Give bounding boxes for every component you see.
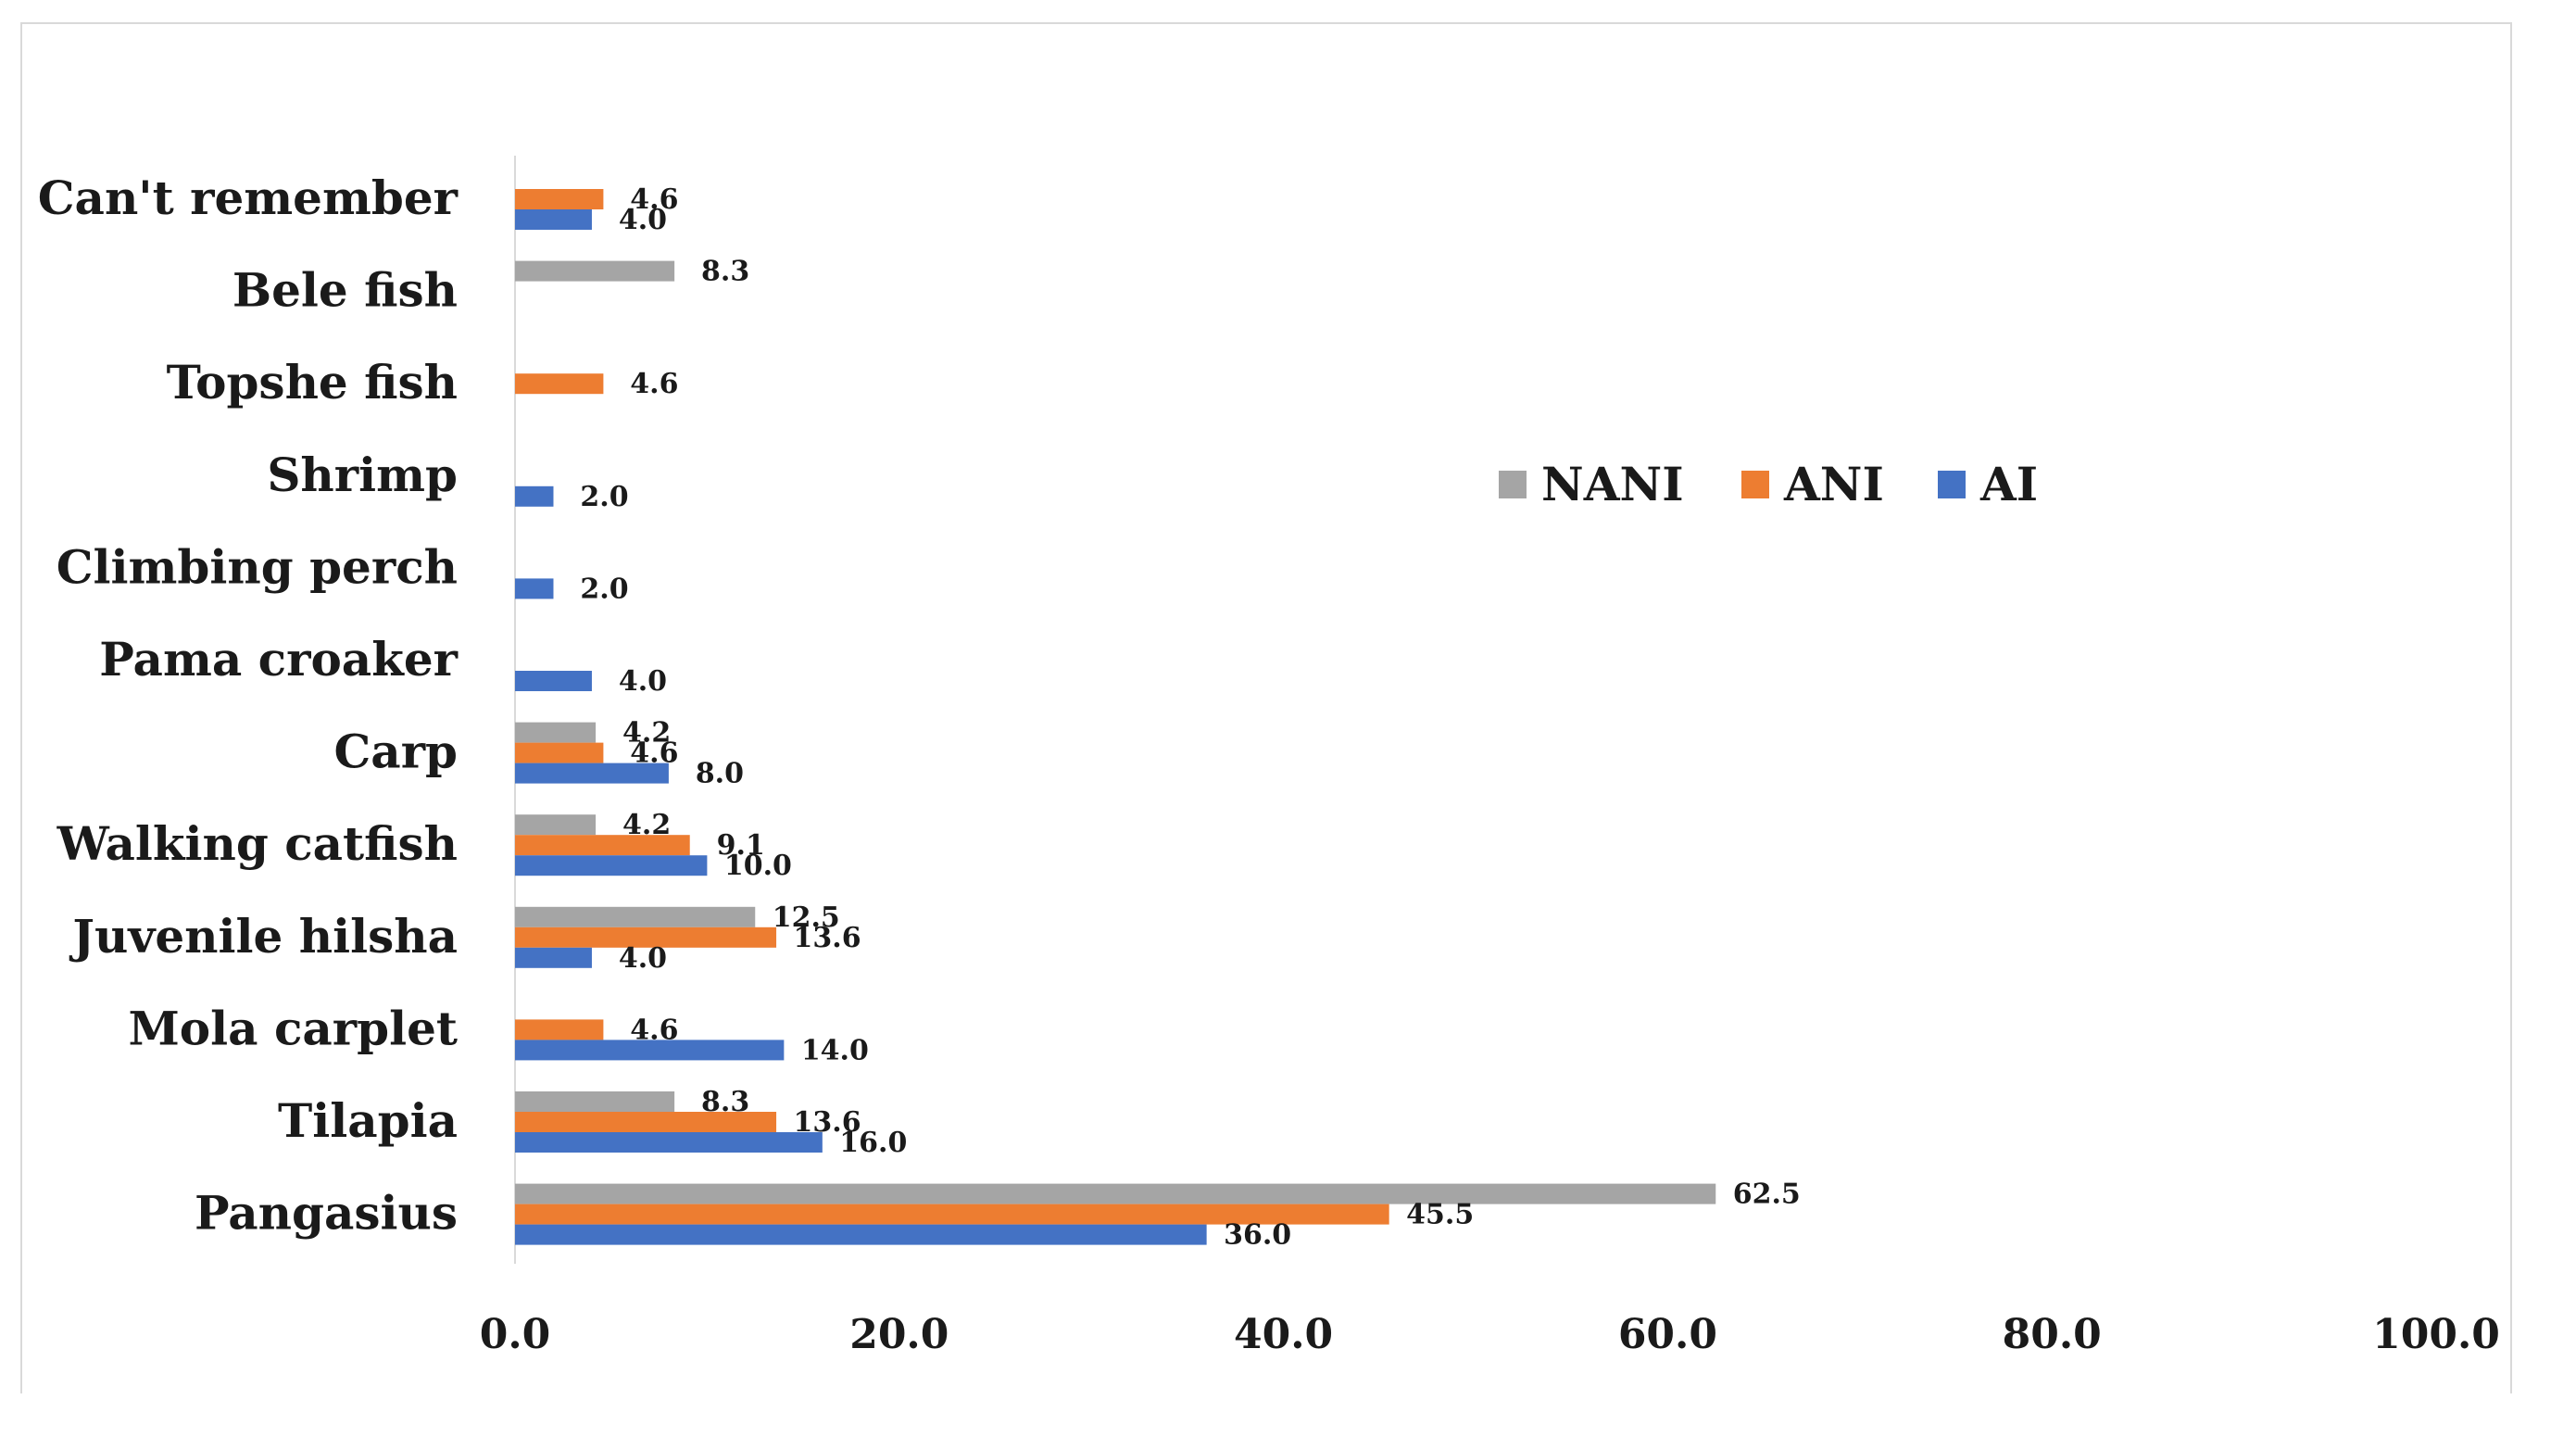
bar-ai (515, 1224, 1207, 1245)
category-label: Carp (334, 725, 459, 779)
data-label: 16.0 (839, 1127, 907, 1159)
data-label: 4.6 (630, 737, 678, 770)
data-label: 4.6 (630, 183, 678, 216)
x-tick-label: 100.0 (2372, 1311, 2500, 1358)
bar-ai (515, 855, 708, 876)
category-label: Pangasius (195, 1186, 458, 1241)
legend-label-nani: NANI (1541, 457, 1684, 511)
data-label: 4.0 (619, 942, 667, 975)
category-label: Topshe fish (167, 355, 458, 410)
data-label: 2.0 (580, 481, 628, 513)
bar-ani (515, 1112, 777, 1132)
category-label: Walking catfish (57, 816, 458, 871)
data-label: 4.6 (630, 368, 678, 400)
bar-ai (515, 947, 592, 968)
data-label: 4.2 (622, 717, 671, 750)
data-label: 4.6 (630, 1014, 678, 1046)
legend-label-ani: ANI (1783, 457, 1884, 511)
category-label: Juvenile hilsha (69, 909, 458, 964)
legend-label-ai: AI (1979, 457, 2038, 511)
data-label: 8.3 (701, 256, 749, 288)
data-label: 4.0 (619, 204, 667, 236)
bar-ani (515, 1019, 604, 1040)
data-label: 62.5 (1733, 1179, 1801, 1211)
x-tick-label: 80.0 (2003, 1311, 2102, 1358)
x-tick-label: 60.0 (1618, 1311, 1717, 1358)
data-label: 36.0 (1224, 1219, 1291, 1252)
bar-ai (515, 578, 554, 599)
category-label: Mola carplet (128, 1001, 458, 1055)
bar-nani (515, 1183, 1716, 1204)
bar-nani (515, 260, 675, 282)
data-label: 13.6 (794, 922, 861, 954)
bar-ai (515, 671, 592, 691)
data-label: 8.0 (696, 758, 744, 790)
data-label: 12.5 (773, 901, 840, 934)
category-label: Tilapia (278, 1093, 458, 1148)
category-label: Bele fish (232, 263, 458, 318)
bar-layer (515, 189, 1716, 1245)
data-label: 9.1 (717, 829, 765, 862)
label-layer: 4.64.08.34.62.02.04.04.24.68.04.29.110.0… (580, 183, 1800, 1252)
chart-frame (20, 22, 2512, 1393)
data-label: 4.0 (619, 665, 667, 698)
bar-ai (515, 1132, 823, 1153)
x-tick-label: 20.0 (849, 1311, 949, 1358)
data-label: 4.2 (622, 809, 671, 841)
category-label: Can't remember (38, 170, 459, 225)
legend: NANI ANI AI (1499, 457, 2038, 511)
data-label: 2.0 (580, 573, 628, 605)
bar-ai (515, 209, 592, 230)
bar-ani (515, 835, 690, 856)
bar-ani (515, 373, 604, 395)
axis-layer: 0.0 20.0 40.0 60.0 80.0 100.0 Can't remember Be… (38, 156, 2500, 1358)
bar-ai (515, 485, 554, 507)
legend-swatch-ani (1741, 471, 1769, 498)
bar-ani (515, 1204, 1389, 1225)
category-label: Climbing perch (57, 539, 458, 594)
category-label: Pama croaker (99, 632, 458, 687)
x-tick-label: 40.0 (1234, 1311, 1333, 1358)
bar-nani (515, 722, 597, 743)
data-label: 45.5 (1406, 1199, 1474, 1231)
bar-ani (515, 926, 777, 948)
data-label: 14.0 (801, 1034, 869, 1066)
x-tick-label: 0.0 (480, 1311, 551, 1358)
bar-ai (515, 763, 669, 784)
bar-ani (515, 189, 604, 209)
bar-nani (515, 906, 756, 927)
bar-ai (515, 1040, 785, 1061)
bar-nani (515, 1091, 675, 1112)
bar-nani (515, 814, 597, 836)
legend-swatch-ai (1938, 471, 1966, 498)
legend-swatch-nani (1499, 471, 1527, 498)
data-label: 10.0 (724, 850, 792, 882)
category-label: Shrimp (267, 447, 458, 502)
data-label: 13.6 (794, 1106, 861, 1139)
bar-ani (515, 742, 604, 763)
data-label: 8.3 (701, 1086, 749, 1118)
